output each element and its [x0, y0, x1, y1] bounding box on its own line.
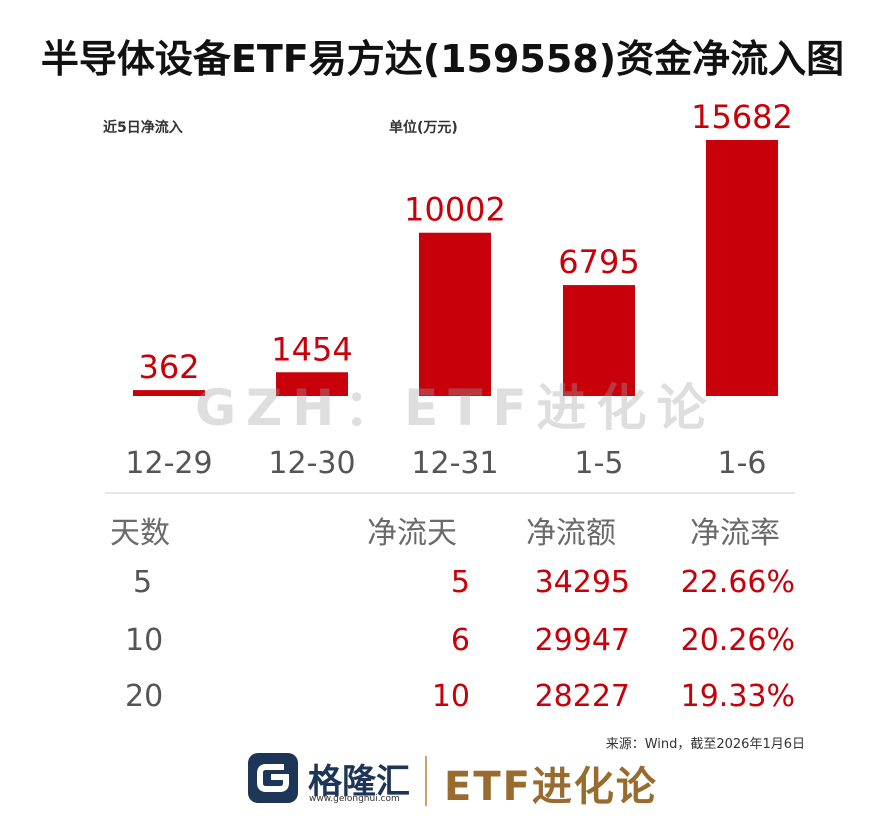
logo-url: www.gelonghui.com [309, 794, 400, 804]
x-tick-label: 12-31 [411, 446, 498, 481]
divider [105, 492, 795, 494]
row-days: 10 [125, 623, 163, 658]
x-tick-label: 1-5 [575, 446, 624, 481]
x-tick-label: 12-29 [125, 446, 212, 481]
row-rate: 20.26% [681, 623, 795, 658]
data-label: 6795 [558, 243, 639, 281]
header-amount: 净流额 [526, 508, 616, 552]
data-label: 10002 [404, 191, 506, 229]
row-rate: 22.66% [681, 565, 795, 600]
row-flow-days: 10 [432, 679, 470, 714]
row-amount: 29947 [535, 623, 630, 658]
x-tick-label: 12-30 [268, 446, 355, 481]
x-tick-label: 1-6 [718, 446, 767, 481]
row-rate: 19.33% [681, 679, 795, 714]
data-label: 362 [138, 348, 199, 386]
footer: 格隆汇 www.gelonghui.com ETF进化论 [0, 748, 885, 821]
row-days: 20 [125, 679, 163, 714]
brand-name: ETF进化论 [444, 754, 658, 812]
footer-separator [425, 756, 427, 806]
header-days: 天数 [110, 508, 170, 552]
data-label: 15682 [691, 98, 793, 136]
row-amount: 28227 [535, 679, 630, 714]
row-days: 5 [133, 565, 152, 600]
row-amount: 34295 [535, 565, 630, 600]
header-rate: 净流率 [690, 508, 780, 552]
row-flow-days: 5 [451, 565, 470, 600]
g-logo-icon [248, 753, 298, 803]
bar-1-6 [706, 140, 778, 396]
watermark: GZH：ETF进化论 [195, 368, 717, 440]
header-flow-days: 净流天 [367, 508, 457, 552]
data-label: 1454 [271, 330, 352, 368]
row-flow-days: 6 [451, 623, 470, 658]
